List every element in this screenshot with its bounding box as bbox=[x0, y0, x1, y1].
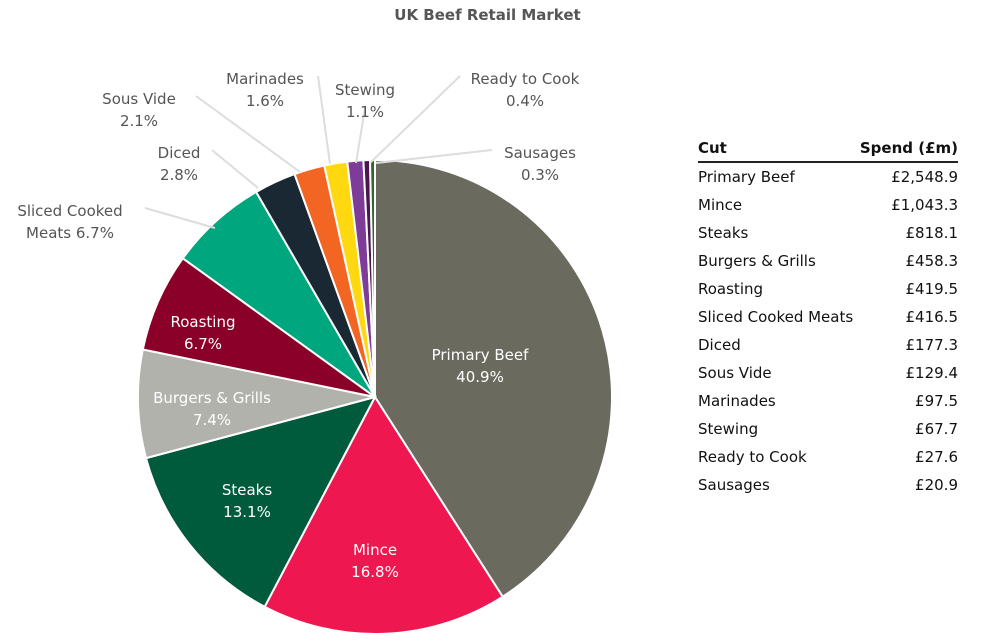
slice-label: Mince bbox=[353, 541, 397, 559]
table-row: Marinades £97.5 bbox=[698, 387, 958, 415]
cut-cell: Ready to Cook bbox=[698, 447, 807, 466]
cut-cell: Mince bbox=[698, 195, 743, 214]
cut-cell: Sous Vide bbox=[698, 363, 772, 382]
spend-table: Cut Spend (£m) Primary Beef £2,548.9 Mince… bbox=[698, 137, 958, 499]
spend-cell: £27.6 bbox=[915, 447, 958, 466]
table-row: Mince £1,043.3 bbox=[698, 191, 958, 219]
slice-label: Primary Beef bbox=[432, 346, 529, 364]
cut-cell: Sliced Cooked Meats bbox=[698, 307, 854, 326]
slice-label: Sausages bbox=[504, 144, 576, 162]
slice-percent: 1.6% bbox=[246, 92, 284, 110]
slice-mince bbox=[263, 395, 505, 635]
leader-line bbox=[195, 95, 301, 173]
slice-label: Meats 6.7% bbox=[26, 224, 114, 242]
slice-percent: 7.4% bbox=[193, 411, 231, 429]
table-row: Sausages £20.9 bbox=[698, 471, 958, 499]
leader-line bbox=[375, 149, 493, 164]
cut-cell: Steaks bbox=[698, 223, 749, 242]
cut-cell: Roasting bbox=[698, 279, 764, 298]
slice-percent: 13.1% bbox=[223, 503, 271, 521]
slice-primary-beef bbox=[374, 158, 613, 599]
table-row: Sliced Cooked Meats £416.5 bbox=[698, 303, 958, 331]
slice-percent: 2.8% bbox=[160, 166, 198, 184]
spend-cell: £419.5 bbox=[905, 279, 959, 298]
spend-cell: £177.3 bbox=[905, 335, 959, 354]
leader-line bbox=[211, 149, 259, 189]
slice-percent: 1.1% bbox=[346, 103, 384, 121]
leader-line bbox=[369, 75, 461, 164]
chart-title: UK Beef Retail Market bbox=[394, 6, 581, 24]
slice-label: Steaks bbox=[222, 481, 273, 499]
leader-line bbox=[144, 207, 216, 229]
header-spend: Spend (£m) bbox=[857, 137, 958, 163]
spend-cell: £20.9 bbox=[915, 475, 958, 494]
table-row: Diced £177.3 bbox=[698, 331, 958, 359]
table-row: Primary Beef £2,548.9 bbox=[698, 162, 958, 191]
spend-cell: £416.5 bbox=[905, 307, 959, 326]
cut-cell: Diced bbox=[698, 335, 741, 354]
slice-percent: 16.8% bbox=[351, 563, 399, 581]
cut-cell: Primary Beef bbox=[698, 167, 795, 186]
slice-label: Diced bbox=[158, 144, 201, 162]
spend-cell: £458.3 bbox=[905, 251, 959, 270]
spend-cell: £2,548.9 bbox=[891, 167, 958, 186]
spend-cell: £818.1 bbox=[905, 223, 959, 242]
cut-cell: Stewing bbox=[698, 419, 759, 438]
header-cut: Cut bbox=[698, 137, 858, 163]
table-row: Roasting £419.5 bbox=[698, 275, 958, 303]
slice-burgers-grills bbox=[137, 348, 376, 460]
slice-percent: 2.1% bbox=[120, 112, 158, 130]
cut-cell: Burgers & Grills bbox=[698, 251, 816, 270]
slice-label: Sous Vide bbox=[102, 90, 176, 108]
cut-cell: Sausages bbox=[698, 475, 770, 494]
slice-label: Burgers & Grills bbox=[153, 389, 271, 407]
slice-percent: 40.9% bbox=[456, 368, 504, 386]
slice-percent: 0.3% bbox=[521, 166, 559, 184]
table-row: Steaks £818.1 bbox=[698, 219, 958, 247]
slice-label: Marinades bbox=[226, 70, 304, 88]
slice-percent: 6.7% bbox=[184, 335, 222, 353]
slice-label: Stewing bbox=[335, 81, 395, 99]
leader-line bbox=[355, 107, 366, 164]
spend-cell: £129.4 bbox=[905, 363, 959, 382]
spend-cell: £67.7 bbox=[915, 419, 958, 438]
spend-cell: £1,043.3 bbox=[891, 195, 958, 214]
slice-label: Ready to Cook bbox=[471, 70, 580, 88]
table-row: Ready to Cook £27.6 bbox=[698, 443, 958, 471]
slice-steaks bbox=[144, 395, 377, 609]
slice-label: Roasting bbox=[170, 313, 235, 331]
slice-label: Sliced Cooked bbox=[17, 202, 122, 220]
table-row: Stewing £67.7 bbox=[698, 415, 958, 443]
slice-percent: 0.4% bbox=[506, 92, 544, 110]
cut-cell: Marinades bbox=[698, 391, 776, 410]
leader-line bbox=[317, 75, 331, 165]
table-row: Burgers & Grills £458.3 bbox=[698, 247, 958, 275]
spend-cell: £97.5 bbox=[915, 391, 958, 410]
table-row: Sous Vide £129.4 bbox=[698, 359, 958, 387]
